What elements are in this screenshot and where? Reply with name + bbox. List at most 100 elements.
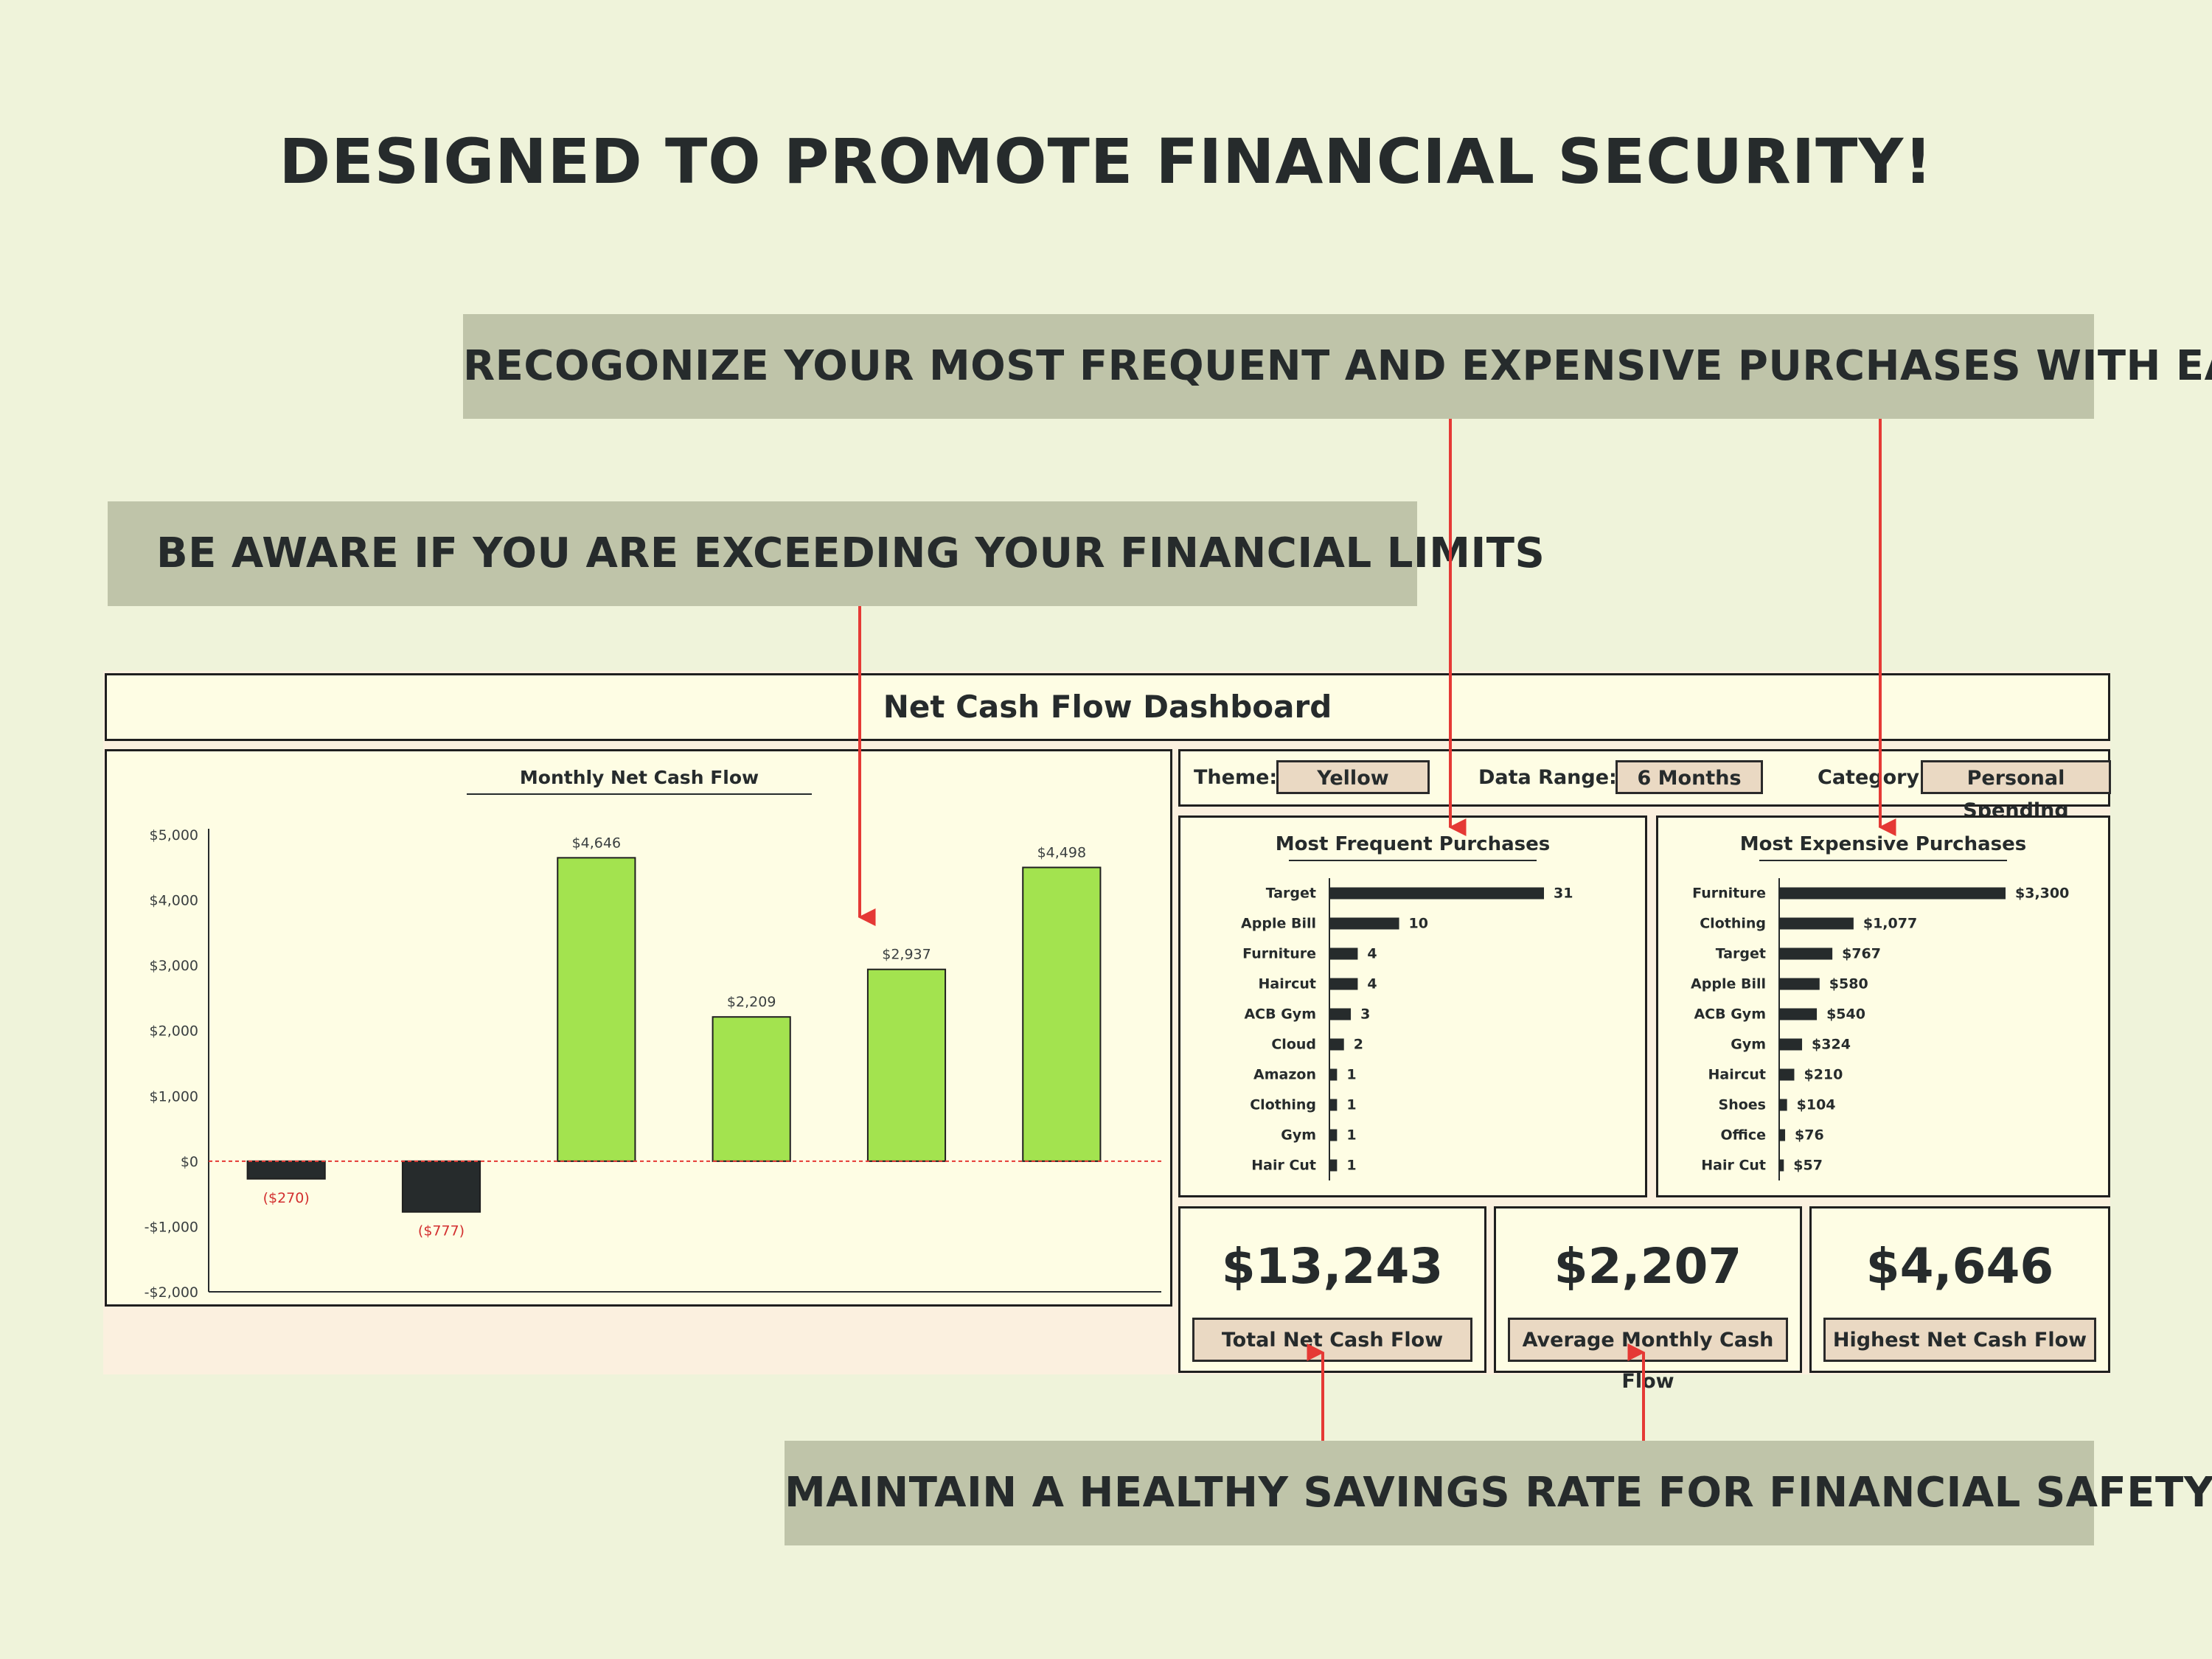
y-tick-label: $0: [181, 1154, 198, 1170]
controls-bar: Theme: Yellow Data Range: 6 Months Categ…: [1178, 749, 2111, 822]
callout-purchases: RECOGONIZE YOUR MOST FREQUENT AND EXPENS…: [463, 314, 2212, 419]
kpi-average-monthly-cash-flow: $2,207 Average Monthly Cash Flow: [1494, 1206, 1802, 1393]
monthly-cash-flow-chart: Monthly Net Cash Flow $5,000 $4,000 $3,000 $…: [145, 767, 1161, 1301]
category-label: Apple Bill: [1691, 976, 1766, 992]
data-label: $324: [1812, 1037, 1851, 1053]
category-label: Gym: [1731, 1037, 1766, 1053]
category-label: Haircut: [1259, 976, 1316, 992]
bar-ACB Gym: [1780, 1008, 1818, 1020]
chart-title: Most Frequent Purchases: [1276, 833, 1550, 855]
category-label: Amazon: [1253, 1067, 1316, 1083]
bar-Jan-23: [712, 1016, 791, 1162]
callout-savings: MAINTAIN A HEALTHY SAVINGS RATE FOR FINA…: [785, 1441, 2212, 1545]
monthly-cash-flow-panel: Monthly Net Cash Flow $5,000 $4,000 $3,000 $…: [105, 749, 1172, 1307]
data-label: $2,937: [882, 947, 931, 963]
bar-Target: [1780, 947, 1833, 960]
category-label: Cloud: [1271, 1037, 1316, 1053]
category-label: ACB Gym: [1694, 1006, 1766, 1023]
category-label: Clothing: [1250, 1097, 1316, 1113]
data-label: $4,646: [572, 835, 621, 851]
bar-Shoes: [1780, 1099, 1787, 1111]
bar-ACB Gym: [1330, 1008, 1352, 1020]
kpi-label: Average Monthly Cash Flow: [1508, 1318, 1788, 1393]
bar-Feb-23: [866, 968, 947, 1162]
kpi-label: Total Net Cash Flow: [1192, 1318, 1472, 1362]
category-label: Hair Cut: [1701, 1158, 1766, 1174]
data-label: 1: [1346, 1158, 1356, 1174]
data-label: 4: [1367, 976, 1377, 992]
y-tick-label: $1,000: [150, 1088, 198, 1105]
data-label: 3: [1360, 1006, 1370, 1023]
data-label: $4,498: [1037, 844, 1086, 860]
category-select[interactable]: Personal Spending: [1921, 760, 2111, 822]
bar-Office: [1780, 1129, 1786, 1141]
kpi-value: $4,646: [1865, 1238, 2054, 1295]
y-tick-label: -$1,000: [145, 1219, 198, 1235]
kpi-value: $2,207: [1554, 1238, 1742, 1295]
most-frequent-purchases-panel: Most Frequent Purchases Target 31 Apple Bil…: [1178, 815, 1647, 1197]
category-label: Apple Bill: [1241, 916, 1316, 932]
y-tick-label: $3,000: [150, 958, 198, 974]
bar-Amazon: [1330, 1068, 1338, 1081]
bar-Mar-23: [1022, 866, 1102, 1162]
data-label: $210: [1804, 1067, 1843, 1083]
headline: DESIGNED TO PROMOTE FINANCIAL SECURITY!: [279, 125, 1933, 198]
bar-Furniture: [1780, 887, 2006, 900]
data-label: $767: [1842, 946, 1881, 962]
bar-Haircut: [1330, 978, 1358, 990]
callout-limits: BE AWARE IF YOU ARE EXCEEDING YOUR FINAN…: [108, 501, 1545, 606]
bar-Gym: [1780, 1038, 1803, 1051]
category-label: Clothing: [1700, 916, 1766, 932]
data-label: 2: [1354, 1037, 1363, 1053]
data-label: 1: [1346, 1067, 1356, 1083]
bar-Hair Cut: [1780, 1159, 1784, 1172]
dashboard-title: Net Cash Flow Dashboard: [883, 689, 1332, 725]
chart-title: Most Expensive Purchases: [1740, 833, 2026, 855]
bar-Target: [1330, 887, 1544, 900]
most-expensive-purchases-panel: Most Expensive Purchases Furniture $3,300 C…: [1656, 815, 2110, 1197]
y-tick-label: -$2,000: [145, 1284, 198, 1301]
data-label: $76: [1795, 1127, 1824, 1144]
data-label: ($270): [263, 1190, 310, 1206]
data-label: 31: [1554, 886, 1573, 902]
theme-select[interactable]: Yellow: [1276, 760, 1430, 794]
category-label: ACB Gym: [1244, 1006, 1316, 1023]
bar-Apple Bill: [1780, 978, 1820, 990]
category-label: Hair Cut: [1251, 1158, 1316, 1174]
category-label: Target: [1266, 886, 1316, 902]
kpi-highest-net-cash-flow: $4,646 Highest Net Cash Flow: [1809, 1206, 2110, 1373]
data-label: $2,209: [727, 994, 776, 1010]
data-label: $104: [1797, 1097, 1836, 1113]
chart-title: Monthly Net Cash Flow: [520, 767, 759, 788]
bar-Cloud: [1330, 1038, 1344, 1051]
data-label: $580: [1829, 976, 1868, 992]
data-label: 1: [1346, 1097, 1356, 1113]
data-label: ($777): [418, 1223, 465, 1239]
bar-Clothing: [1780, 917, 1854, 930]
category-label: Furniture: [1242, 946, 1316, 962]
data-label: 10: [1409, 916, 1428, 932]
bar-Gym: [1330, 1129, 1338, 1141]
bar-Nov-22: [401, 1160, 481, 1213]
data-label: $3,300: [2015, 886, 2069, 902]
dashboard-title-box: Net Cash Flow Dashboard: [105, 673, 2110, 741]
bar-Furniture: [1330, 947, 1358, 960]
kpi-value: $13,243: [1221, 1238, 1444, 1295]
data-range-select[interactable]: 6 Months: [1615, 760, 1763, 794]
category-label: Office: [1721, 1127, 1767, 1144]
y-tick-label: $5,000: [150, 827, 198, 844]
category-label: Category:: [1818, 766, 1927, 789]
category-label: Gym: [1281, 1127, 1316, 1144]
y-tick-label: $4,000: [150, 893, 198, 909]
bar-Apple Bill: [1330, 917, 1399, 930]
kpi-total-net-cash-flow: $13,243 Total Net Cash Flow: [1178, 1206, 1486, 1373]
category-label: Haircut: [1708, 1067, 1766, 1083]
data-label: $57: [1793, 1158, 1823, 1174]
bar-Oct-22: [246, 1160, 326, 1180]
bar-Haircut: [1780, 1068, 1795, 1081]
data-label: 4: [1367, 946, 1377, 962]
most-expensive-purchases-chart: Most Expensive Purchases Furniture $3,300 C…: [1691, 833, 2069, 1180]
theme-label: Theme:: [1194, 766, 1278, 789]
category-label: Target: [1716, 946, 1766, 962]
